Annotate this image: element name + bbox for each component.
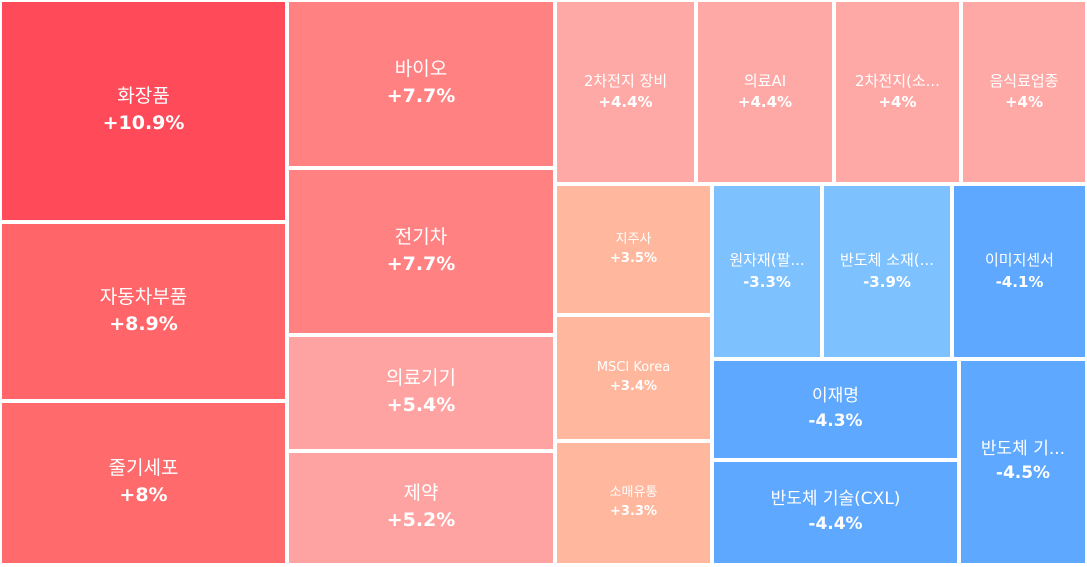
treemap-cell-change: -4.1% bbox=[995, 272, 1044, 291]
treemap-cell[interactable]: 전기차 +7.7% bbox=[287, 168, 555, 335]
treemap-cell[interactable]: 줄기세포 +8% bbox=[0, 401, 287, 565]
treemap-cell-change: +4% bbox=[878, 93, 917, 112]
treemap-cell-change: +5.4% bbox=[386, 394, 456, 417]
treemap-cell-change: +7.7% bbox=[386, 85, 456, 108]
treemap-cell[interactable]: 자동차부품 +8.9% bbox=[0, 222, 287, 401]
treemap-cell-label: MSCI Korea bbox=[596, 360, 671, 376]
treemap-cell[interactable]: 지주사 +3.5% bbox=[555, 184, 712, 315]
treemap-cell-label: 의료AI bbox=[743, 71, 787, 90]
treemap-cell-change: +4.4% bbox=[598, 93, 653, 112]
treemap-cell-label: 반도체 기... bbox=[980, 438, 1066, 459]
treemap-cell[interactable]: 원자재(팔... -3.3% bbox=[712, 184, 822, 359]
treemap-cell-label: 줄기세포 bbox=[108, 457, 179, 480]
treemap-cell[interactable]: 제약 +5.2% bbox=[287, 451, 555, 565]
treemap-cell-change: -4.4% bbox=[808, 513, 863, 534]
treemap-cell[interactable]: 이미지센서 -4.1% bbox=[952, 184, 1087, 359]
treemap-cell-label: 자동차부품 bbox=[99, 285, 188, 308]
treemap-cell-change: -3.3% bbox=[743, 272, 791, 291]
treemap-cell[interactable]: 의료기기 +5.4% bbox=[287, 335, 555, 451]
treemap-cell-label: 반도체 기술(CXL) bbox=[770, 489, 901, 510]
treemap-cell-label: 제약 bbox=[403, 482, 439, 505]
treemap-cell-label: 이미지센서 bbox=[984, 251, 1054, 269]
treemap-cell[interactable]: 반도체 기... -4.5% bbox=[959, 359, 1087, 565]
treemap-cell-change: +7.7% bbox=[386, 252, 456, 275]
treemap-cell-change: +3.5% bbox=[610, 250, 657, 266]
treemap-cell-label: 전기차 bbox=[394, 225, 448, 248]
treemap-cell[interactable]: 의료AI +4.4% bbox=[696, 0, 834, 184]
treemap-cell-change: +4% bbox=[1004, 93, 1044, 112]
treemap-cell[interactable]: 이재명 -4.3% bbox=[712, 359, 959, 460]
treemap-cell-change: +10.9% bbox=[102, 112, 185, 135]
treemap-cell-change: -4.3% bbox=[808, 410, 863, 431]
treemap-cell-label: 화장품 bbox=[117, 85, 170, 108]
treemap-cell-label: 의료기기 bbox=[386, 367, 456, 390]
treemap-cell-change: -3.9% bbox=[863, 272, 911, 291]
treemap-cell[interactable]: 반도체 소재(... -3.9% bbox=[822, 184, 952, 359]
treemap-cell[interactable]: 반도체 기술(CXL) -4.4% bbox=[712, 460, 959, 565]
treemap-cell[interactable]: 2차전지(소... +4% bbox=[834, 0, 961, 184]
treemap-cell-label: 2차전지(소... bbox=[855, 71, 940, 90]
treemap-cell-label: 지주사 bbox=[615, 231, 652, 247]
treemap-cell-label: 반도체 소재(... bbox=[840, 251, 934, 269]
treemap-cell-change: +4.4% bbox=[737, 93, 793, 112]
treemap-cell-label: 원자재(팔... bbox=[729, 251, 805, 269]
treemap-cell-change: +8.9% bbox=[109, 312, 178, 335]
treemap-cell-label: 2차전지 장비 bbox=[583, 71, 668, 90]
treemap-cell[interactable]: 화장품 +10.9% bbox=[0, 0, 287, 222]
treemap-cell-change: +3.4% bbox=[610, 379, 657, 395]
treemap-cell-label: 음식료업종 bbox=[989, 71, 1059, 90]
treemap-cell-label: 이재명 bbox=[812, 386, 859, 407]
treemap-cell[interactable]: MSCI Korea +3.4% bbox=[555, 315, 712, 441]
treemap-cell-change: +3.3% bbox=[610, 504, 657, 520]
treemap-cell-label: 바이오 bbox=[394, 58, 448, 81]
treemap-cell[interactable]: 소매유통 +3.3% bbox=[555, 441, 712, 565]
treemap-cell[interactable]: 음식료업종 +4% bbox=[961, 0, 1087, 184]
treemap-cell[interactable]: 바이오 +7.7% bbox=[287, 0, 555, 168]
treemap-cell-change: +5.2% bbox=[386, 509, 456, 532]
treemap-cell-change: -4.5% bbox=[995, 463, 1051, 484]
treemap-cell-label: 소매유통 bbox=[609, 485, 658, 501]
treemap-cell[interactable]: 2차전지 장비 +4.4% bbox=[555, 0, 696, 184]
treemap-cell-change: +8% bbox=[119, 484, 168, 507]
